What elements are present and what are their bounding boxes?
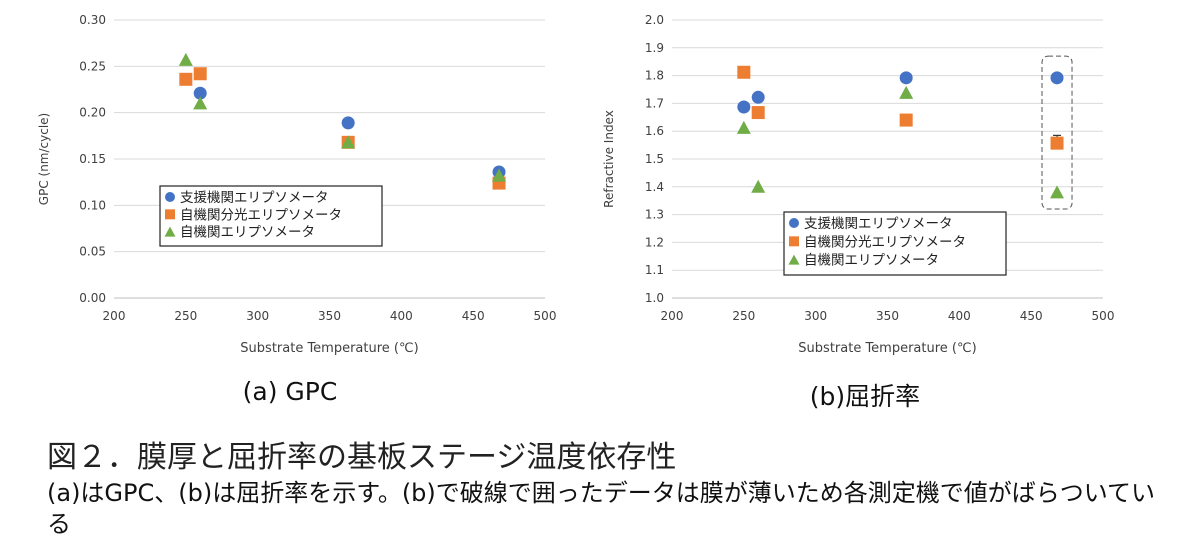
data-point-circle [751,90,765,104]
x-tick-label: 400 [390,309,413,323]
chart-refractive-index: 1.0 1.1 1.2 1.3 1.4 1.5 1.6 1.7 1.8 1.9 2.0 200 250 3… [602,13,1114,356]
y-tick-label: 1.1 [645,263,664,277]
data-point-triangle [899,85,914,99]
x-tick-label: 450 [1020,309,1043,323]
data-point-square [1050,136,1064,150]
data-point-circle [341,116,355,130]
x-tick-label: 300 [804,309,827,323]
data-point-square [193,67,207,81]
y-tick-label: 1.3 [645,208,664,222]
legend-marker [789,218,799,228]
x-tick-label: 500 [1092,309,1115,323]
x-tick-label: 350 [876,309,899,323]
legend-marker [789,236,799,247]
y-tick-label: 1.7 [645,96,664,110]
legend-marker [788,254,800,265]
legend-label: 支援機関エリプソメータ [180,190,329,206]
x-axis-label: Substrate Temperature (℃) [798,341,976,356]
x-tick-label: 300 [246,309,269,323]
legend-marker [165,192,175,202]
y-tick-label: 0.05 [79,245,106,259]
data-point-circle [193,86,207,100]
legend-label: 自機関分光エリプソメータ [804,234,966,250]
y-tick-label: 0.00 [79,291,106,305]
data-point-triangle [193,96,208,110]
legend-box [159,185,383,247]
y-tick-label: 0.20 [79,106,106,120]
legend-label: 自機関分光エリプソメータ [180,207,342,223]
x-tick-label: 500 [534,309,557,323]
y-tick-label: 1.8 [645,69,664,83]
data-point-square [737,65,751,79]
y-axis-label: Refractive Index [602,110,616,208]
caption-b: (b)屈折率 [809,382,921,411]
x-tick-label: 350 [318,309,341,323]
data-point-triangle [341,135,356,149]
y-tick-label: 1.2 [645,235,664,249]
legend-marker [164,226,176,237]
data-point-square [751,106,765,120]
x-tick-label: 200 [661,309,684,323]
y-tick-label: 0.10 [79,198,106,212]
y-tick-label: 2.0 [645,13,664,27]
data-point-square [899,113,913,127]
legend-label: 支援機関エリプソメータ [804,216,953,232]
y-tick-label: 1.5 [645,152,664,166]
y-axis-label: GPC (nm/cycle) [37,113,51,205]
caption-a: (a) GPC [242,377,338,406]
legend-box [783,211,1007,276]
x-tick-label: 200 [103,309,126,323]
data-point-triangle [178,52,193,66]
y-tick-label: 1.0 [645,291,664,305]
y-tick-label: 1.9 [645,41,664,55]
x-axis-label: Substrate Temperature (℃) [240,341,418,356]
data-point-square [179,72,193,86]
x-tick-label: 250 [732,309,755,323]
annotation-dashed-box [1041,55,1073,210]
y-tick-label: 0.15 [79,152,106,166]
figure-description: (a)はGPC、(b)は屈折率を示す。(b)で破線で囲ったデータは膜が薄いため各… [47,479,1156,538]
data-point-triangle [1050,185,1065,199]
y-tick-label: 1.4 [645,180,664,194]
data-point-triangle [736,120,751,134]
figure-svg: 0.00 0.05 0.10 0.15 0.20 0.25 0.30 200 250 300 350… [37,13,1114,356]
legend-marker [165,209,175,220]
data-point-circle [737,100,751,114]
figure-title: 図２．膜厚と屈折率の基板ステージ温度依存性 [47,440,677,475]
legend-label: 自機関エリプソメータ [180,225,315,241]
y-tick-label: 0.25 [79,59,106,73]
data-point-circle [899,71,913,85]
x-tick-label: 250 [174,309,197,323]
legend-label: 自機関エリプソメータ [804,253,939,269]
x-tick-label: 400 [948,309,971,323]
data-point-triangle [492,168,507,182]
chart-gpc: 0.00 0.05 0.10 0.15 0.20 0.25 0.30 200 250 300 350… [37,13,556,356]
x-tick-label: 450 [462,309,485,323]
data-point-triangle [751,179,766,193]
y-tick-label: 1.6 [645,124,664,138]
y-tick-label: 0.30 [79,13,106,27]
data-point-circle [1050,71,1064,85]
